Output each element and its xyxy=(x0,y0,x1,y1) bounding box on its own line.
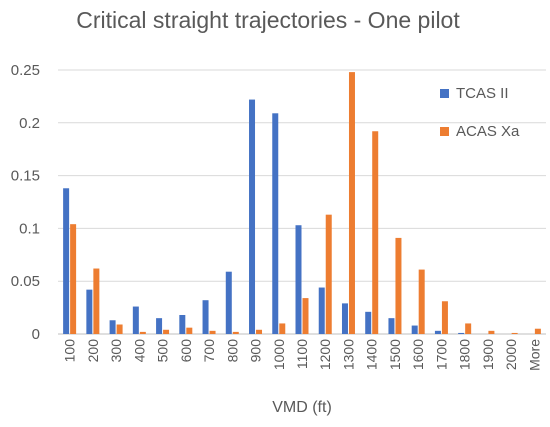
gridlines xyxy=(58,69,546,335)
bar-tcas-ii xyxy=(318,287,325,334)
bar-acas-xa xyxy=(163,329,170,334)
x-tick-label: 1900 xyxy=(480,339,496,370)
bar-tcas-ii xyxy=(63,188,70,334)
x-tick-label: 100 xyxy=(62,339,78,363)
bar-tcas-ii xyxy=(411,325,418,334)
bar-tcas-ii xyxy=(202,300,209,334)
x-tick-label: 600 xyxy=(178,339,194,363)
bar-tcas-ii xyxy=(156,318,163,334)
bar-tcas-ii xyxy=(458,332,465,334)
bar-tcas-ii xyxy=(295,225,302,334)
chart-title: Critical straight trajectories - One pil… xyxy=(76,7,460,33)
y-tick-label: 0 xyxy=(32,326,40,343)
y-axis-ticks: 0 0.05 0.1 0.15 0.2 0.25 xyxy=(11,62,40,343)
x-tick-label: 700 xyxy=(201,339,217,363)
x-tick-label: 300 xyxy=(108,339,124,363)
bar-acas-xa xyxy=(256,329,263,334)
bar-acas-xa xyxy=(325,214,332,334)
y-tick-label: 0.05 xyxy=(11,273,40,290)
bar-tcas-ii xyxy=(249,99,256,335)
x-tick-label: 1500 xyxy=(387,339,403,370)
bar-tcas-ii xyxy=(365,311,372,334)
bar-tcas-ii xyxy=(341,303,348,334)
x-tick-label: 400 xyxy=(131,339,147,363)
bar-tcas-ii xyxy=(272,113,279,335)
y-tick-label: 0.15 xyxy=(11,168,40,185)
legend-label: ACAS Xa xyxy=(456,123,520,140)
x-tick-label: 1300 xyxy=(340,339,356,370)
bar-acas-xa xyxy=(93,268,100,334)
legend: TCAS II ACAS Xa xyxy=(440,85,520,140)
bar-acas-xa xyxy=(465,323,472,334)
bar-acas-xa xyxy=(116,324,123,334)
bar-acas-xa xyxy=(279,323,286,334)
bar-acas-xa xyxy=(441,301,448,334)
bar-acas-xa xyxy=(209,330,216,334)
y-tick-label: 0.2 xyxy=(19,115,40,132)
bar-acas-xa xyxy=(302,298,309,334)
bar-acas-xa xyxy=(511,332,518,334)
bar-tcas-ii xyxy=(132,306,139,334)
bars xyxy=(63,72,541,335)
bar-tcas-ii xyxy=(225,271,232,334)
legend-swatch xyxy=(440,127,449,136)
x-tick-label: 2000 xyxy=(503,339,519,370)
x-tick-label: 1000 xyxy=(271,339,287,370)
bar-tcas-ii xyxy=(434,330,441,334)
bar-acas-xa xyxy=(372,131,379,334)
x-tick-label: 1600 xyxy=(410,339,426,370)
bar-tcas-ii xyxy=(388,318,395,334)
bar-tcas-ii xyxy=(86,289,93,334)
x-tick-label: 1700 xyxy=(433,339,449,370)
x-tick-label: 500 xyxy=(155,339,171,363)
x-tick-label: 1800 xyxy=(457,339,473,370)
x-tick-label: More xyxy=(526,339,542,371)
bar-acas-xa xyxy=(139,331,146,334)
bar-acas-xa xyxy=(70,224,77,334)
bar-acas-xa xyxy=(186,327,193,334)
bar-acas-xa xyxy=(232,331,239,334)
x-tick-label: 900 xyxy=(248,339,264,363)
y-tick-label: 0.1 xyxy=(19,220,40,237)
x-axis-ticks: 100 200 300 400 500 600 700 800 900 1000 1100 1200 1… xyxy=(62,339,543,371)
bar-acas-xa xyxy=(395,237,402,334)
bar-acas-xa xyxy=(488,330,495,334)
x-tick-label: 1100 xyxy=(294,339,310,369)
bar-acas-xa xyxy=(534,328,541,334)
bar-acas-xa xyxy=(348,72,355,334)
x-tick-label: 1200 xyxy=(317,339,333,370)
x-axis-label: VMD (ft) xyxy=(272,399,332,416)
x-tick-label: 800 xyxy=(224,339,240,363)
legend-label: TCAS II xyxy=(456,85,509,102)
bar-tcas-ii xyxy=(179,314,186,334)
y-tick-label: 0.25 xyxy=(11,62,40,79)
x-tick-label: 200 xyxy=(85,339,101,363)
x-tick-label: 1400 xyxy=(364,339,380,370)
bar-acas-xa xyxy=(418,269,425,334)
bar-tcas-ii xyxy=(109,320,116,334)
legend-swatch xyxy=(440,89,449,98)
